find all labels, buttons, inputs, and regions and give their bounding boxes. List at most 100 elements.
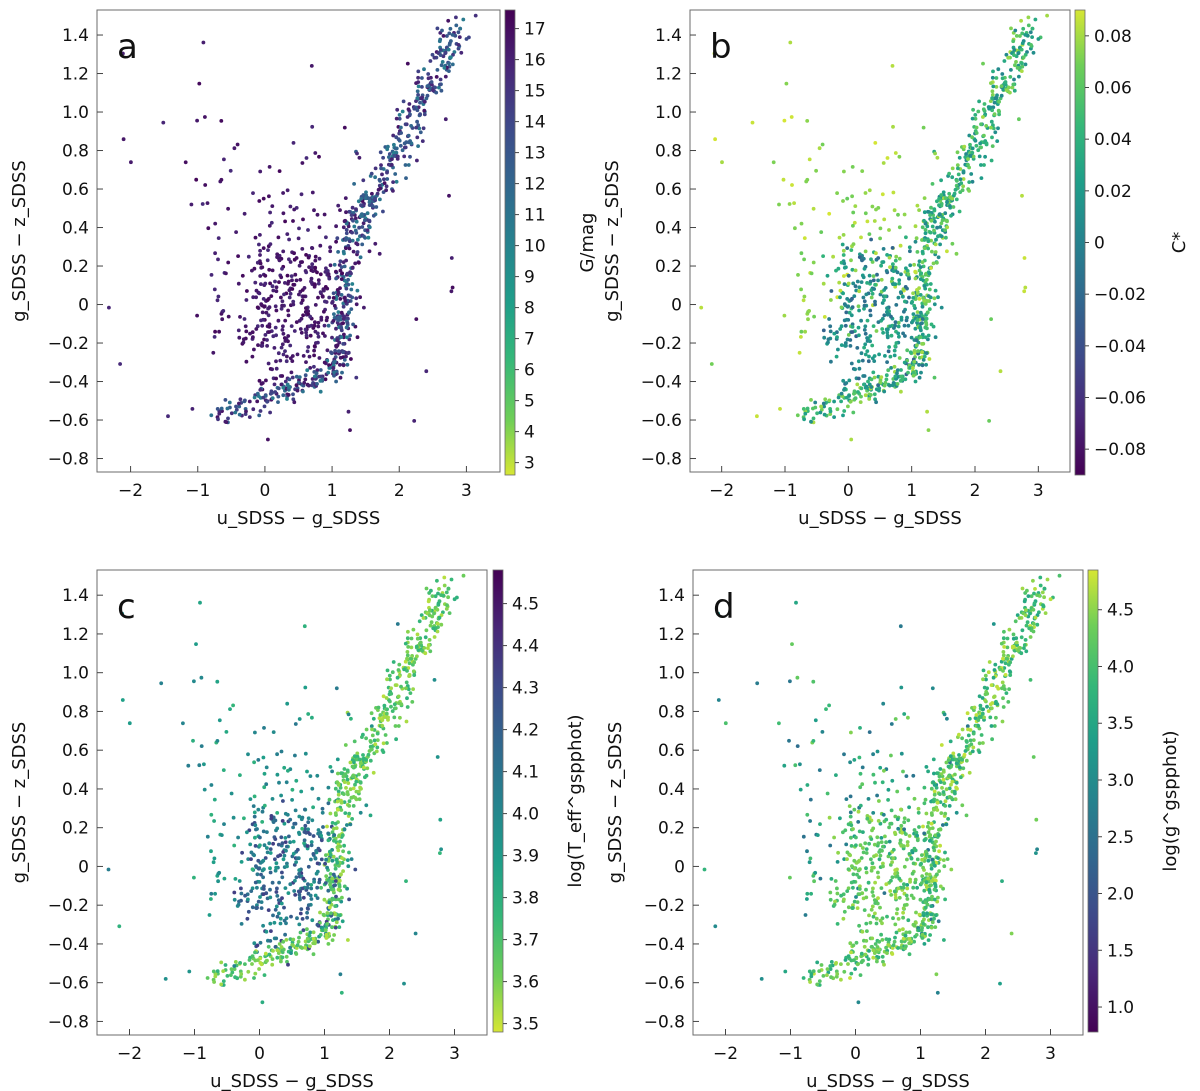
- data-point: [926, 830, 931, 835]
- data-point: [859, 351, 864, 356]
- data-point: [382, 177, 386, 182]
- data-point: [882, 313, 887, 318]
- data-point: [333, 811, 338, 816]
- data-point: [846, 281, 851, 286]
- data-point: [887, 255, 892, 260]
- data-point: [866, 797, 871, 801]
- colorbar-tick-label: 3.5: [1107, 714, 1134, 734]
- data-point: [365, 211, 370, 216]
- data-point: [853, 204, 858, 209]
- data-point: [251, 407, 256, 412]
- data-point: [295, 943, 300, 948]
- data-point: [927, 854, 932, 859]
- data-point: [318, 243, 323, 248]
- data-point: [965, 740, 969, 744]
- data-point: [270, 367, 274, 372]
- data-point: [328, 245, 332, 250]
- data-point: [997, 112, 1001, 117]
- data-point: [403, 145, 408, 150]
- data-point: [1009, 68, 1013, 72]
- data-point: [915, 885, 919, 890]
- y-tick-label: −0.8: [641, 450, 682, 470]
- data-point: [382, 714, 387, 719]
- data-point: [987, 660, 992, 664]
- data-point: [428, 623, 433, 628]
- data-point: [318, 910, 322, 915]
- data-point: [849, 313, 854, 318]
- data-point: [885, 156, 890, 160]
- data-point: [990, 144, 995, 149]
- data-point: [1030, 26, 1035, 31]
- data-point: [243, 962, 247, 966]
- data-point: [342, 125, 347, 130]
- data-point: [891, 124, 895, 129]
- data-point: [349, 857, 354, 861]
- data-point: [894, 930, 899, 935]
- colorbar-tick-label: 7: [524, 330, 535, 350]
- data-point: [265, 399, 269, 404]
- data-point: [857, 308, 861, 313]
- data-point: [251, 335, 255, 340]
- data-point: [353, 796, 358, 800]
- data-point: [929, 883, 933, 887]
- data-point: [863, 393, 868, 398]
- data-point: [341, 363, 346, 368]
- data-point: [293, 878, 297, 883]
- data-point: [974, 143, 979, 148]
- data-point: [944, 235, 948, 240]
- colorbar-tick-label: 3.5: [512, 1015, 539, 1035]
- data-point: [414, 125, 419, 130]
- data-point: [906, 918, 911, 923]
- data-point: [966, 163, 970, 167]
- data-point: [299, 330, 304, 335]
- data-point: [335, 338, 340, 343]
- data-point: [202, 762, 206, 767]
- data-point: [411, 627, 416, 632]
- data-point: [1000, 72, 1005, 76]
- data-point: [970, 150, 975, 155]
- data-point: [882, 962, 886, 967]
- data-point: [276, 898, 281, 902]
- data-point: [352, 739, 357, 744]
- scatter-points: [699, 13, 1049, 442]
- data-point: [892, 889, 897, 894]
- data-point: [1001, 696, 1005, 701]
- data-point: [386, 144, 390, 149]
- data-point: [260, 265, 265, 270]
- data-point: [805, 891, 810, 896]
- data-point: [907, 941, 912, 946]
- data-point: [966, 157, 970, 162]
- data-point: [338, 363, 342, 367]
- data-point: [877, 939, 882, 944]
- data-point: [274, 828, 278, 833]
- data-point: [447, 61, 451, 66]
- data-point: [360, 242, 365, 247]
- data-point: [852, 899, 857, 904]
- data-point: [1012, 88, 1017, 93]
- data-point: [268, 210, 272, 215]
- data-point: [991, 69, 995, 74]
- data-point: [884, 377, 889, 382]
- data-point: [1034, 817, 1039, 822]
- data-point: [858, 973, 863, 977]
- data-point: [292, 207, 297, 212]
- data-point: [248, 331, 252, 336]
- data-point: [896, 212, 900, 217]
- data-point: [291, 141, 296, 145]
- colorbar-tick-label: 0.02: [1094, 182, 1132, 202]
- data-point: [869, 295, 874, 300]
- data-point: [882, 768, 886, 773]
- data-point: [315, 885, 320, 890]
- data-point: [415, 636, 420, 641]
- data-point: [354, 219, 359, 224]
- data-point: [393, 683, 398, 687]
- data-point: [784, 81, 789, 86]
- data-point: [924, 362, 928, 367]
- data-point: [346, 864, 351, 869]
- colorbar-tick-label: −0.06: [1094, 389, 1146, 409]
- data-point: [1004, 88, 1009, 93]
- data-point: [416, 144, 420, 149]
- data-point: [842, 388, 846, 392]
- data-point: [991, 84, 996, 89]
- data-point: [276, 394, 281, 399]
